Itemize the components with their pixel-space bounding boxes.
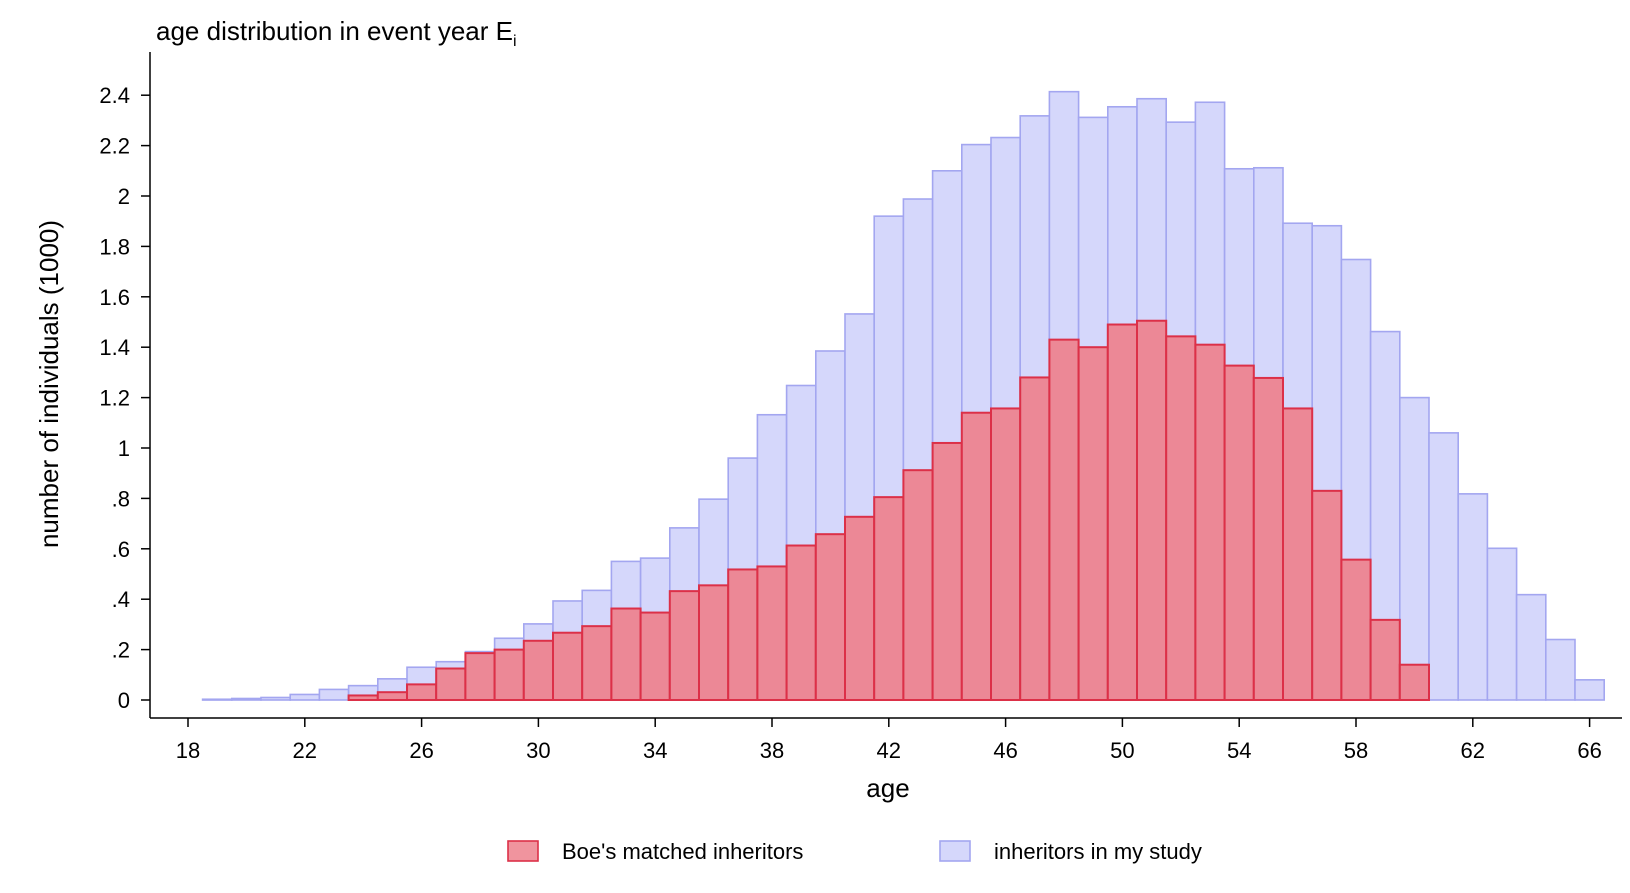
- x-tick-label: 38: [760, 738, 784, 763]
- y-tick-label: .6: [112, 537, 130, 562]
- bar-boe-s-matched-inheritors-age-27: [435, 667, 467, 701]
- bar-boe-s-matched-inheritors-age-58: [1340, 558, 1372, 702]
- x-tick-label: 54: [1227, 738, 1251, 763]
- y-axis-title: number of individuals (1000): [34, 220, 64, 548]
- bar-boe-s-matched-inheritors-age-26: [406, 683, 438, 702]
- bar-boe-s-matched-inheritors-age-38: [756, 565, 788, 701]
- bar-boe-s-matched-inheritors-age-59: [1369, 618, 1401, 701]
- bar-inheritors-in-my-study-age-22: [289, 693, 321, 701]
- y-tick-label: 0: [118, 688, 130, 713]
- bar-boe-s-matched-inheritors-age-46: [990, 407, 1022, 701]
- bar-boe-s-matched-inheritors-age-36: [698, 584, 730, 702]
- chart-title-main: age distribution in event year E: [156, 16, 513, 46]
- x-tick-label: 66: [1577, 738, 1601, 763]
- y-tick-label: 2.2: [99, 134, 130, 159]
- x-tick-label: 50: [1110, 738, 1134, 763]
- bar-boe-s-matched-inheritors-age-52: [1165, 335, 1197, 701]
- bar-inheritors-in-my-study-age-60: [1399, 396, 1430, 701]
- series-boes-matched-inheritors: [347, 319, 1431, 702]
- bar-inheritors-in-my-study-age-62: [1457, 493, 1489, 701]
- bar-boe-s-matched-inheritors-age-43: [902, 469, 934, 701]
- legend: Boe's matched inheritors inheritors in my…: [507, 839, 1202, 864]
- bar-boe-s-matched-inheritors-age-60: [1398, 663, 1431, 701]
- bar-inheritors-in-my-study-age-66: [1574, 679, 1606, 701]
- bar-boe-s-matched-inheritors-age-41: [844, 515, 876, 701]
- bar-boe-s-matched-inheritors-age-37: [727, 568, 759, 702]
- y-tick-label: 2.4: [99, 83, 130, 108]
- y-tick-label: 1.8: [99, 234, 130, 259]
- bar-inheritors-in-my-study-age-21: [260, 696, 292, 701]
- x-tick-label: 22: [293, 738, 317, 763]
- x-axis-title: age: [866, 773, 909, 803]
- x-tick-label: 42: [877, 738, 901, 763]
- bar-boe-s-matched-inheritors-age-53: [1194, 343, 1226, 701]
- chart-title-subscript: i: [513, 33, 517, 50]
- x-tick-label: 46: [993, 738, 1017, 763]
- bar-boe-s-matched-inheritors-age-25: [376, 691, 408, 702]
- y-tick-label: 1.6: [99, 285, 130, 310]
- y-tick-label: 1: [118, 436, 130, 461]
- bar-inheritors-in-my-study-age-63: [1486, 547, 1518, 701]
- bar-inheritors-in-my-study-age-65: [1545, 638, 1576, 701]
- legend-label: Boe's matched inheritors: [562, 839, 803, 864]
- bar-boe-s-matched-inheritors-age-44: [931, 441, 963, 701]
- bar-boe-s-matched-inheritors-age-49: [1077, 346, 1109, 701]
- bar-boe-s-matched-inheritors-age-47: [1019, 376, 1051, 701]
- y-tick-label: .8: [112, 486, 130, 511]
- bar-boe-s-matched-inheritors-age-32: [581, 625, 613, 701]
- bar-boe-s-matched-inheritors-age-28: [464, 652, 496, 702]
- bar-inheritors-in-my-study-age-23: [318, 688, 350, 701]
- bar-boe-s-matched-inheritors-age-50: [1106, 323, 1139, 701]
- bar-boe-s-matched-inheritors-age-48: [1048, 338, 1080, 701]
- x-tick-label: 62: [1461, 738, 1485, 763]
- y-axis-ticks: 0 .2 .4 .6 .8 1 1.2 1.4 1.6 1.8 2 2.2 2.4: [99, 83, 150, 713]
- bar-boe-s-matched-inheritors-age-55: [1252, 376, 1285, 701]
- legend-label: inheritors in my study: [994, 839, 1202, 864]
- x-axis-ticks: 18 22 26 30 34 38 42 46 50 54 58 62 66: [176, 718, 1602, 763]
- chart-title: age distribution in event year Ei: [156, 16, 517, 50]
- bar-inheritors-in-my-study-age-64: [1515, 593, 1547, 701]
- x-tick-label: 58: [1344, 738, 1368, 763]
- legend-swatch: [939, 840, 971, 862]
- x-tick-label: 26: [409, 738, 433, 763]
- y-tick-label: 1.2: [99, 386, 130, 411]
- legend-swatch: [507, 840, 539, 862]
- bar-boe-s-matched-inheritors-age-51: [1136, 319, 1168, 701]
- bar-inheritors-in-my-study-age-61: [1428, 432, 1460, 701]
- bar-inheritors-in-my-study-age-19: [201, 698, 233, 701]
- y-tick-label: .2: [112, 638, 130, 663]
- bar-boe-s-matched-inheritors-age-29: [493, 648, 525, 701]
- bar-boe-s-matched-inheritors-age-30: [522, 639, 554, 702]
- x-tick-label: 34: [643, 738, 667, 763]
- y-tick-label: 2: [118, 184, 130, 209]
- bar-boe-s-matched-inheritors-age-40: [814, 533, 846, 701]
- x-tick-label: 18: [176, 738, 200, 763]
- y-tick-label: .4: [112, 587, 130, 612]
- bar-inheritors-in-my-study-age-20: [231, 697, 262, 701]
- bar-boe-s-matched-inheritors-age-54: [1223, 364, 1255, 701]
- bar-boe-s-matched-inheritors-age-31: [552, 631, 584, 701]
- bar-boe-s-matched-inheritors-age-24: [347, 694, 379, 702]
- bar-boe-s-matched-inheritors-age-39: [785, 544, 817, 702]
- y-tick-label: 1.4: [99, 335, 130, 360]
- bar-boe-s-matched-inheritors-age-56: [1282, 407, 1314, 701]
- bar-boe-s-matched-inheritors-age-35: [668, 590, 700, 702]
- bar-boe-s-matched-inheritors-age-42: [873, 496, 905, 702]
- bar-boe-s-matched-inheritors-age-45: [960, 411, 992, 701]
- x-tick-label: 30: [526, 738, 550, 763]
- bar-boe-s-matched-inheritors-age-57: [1311, 489, 1343, 701]
- bar-boe-s-matched-inheritors-age-33: [610, 607, 642, 702]
- bar-boe-s-matched-inheritors-age-34: [639, 611, 671, 701]
